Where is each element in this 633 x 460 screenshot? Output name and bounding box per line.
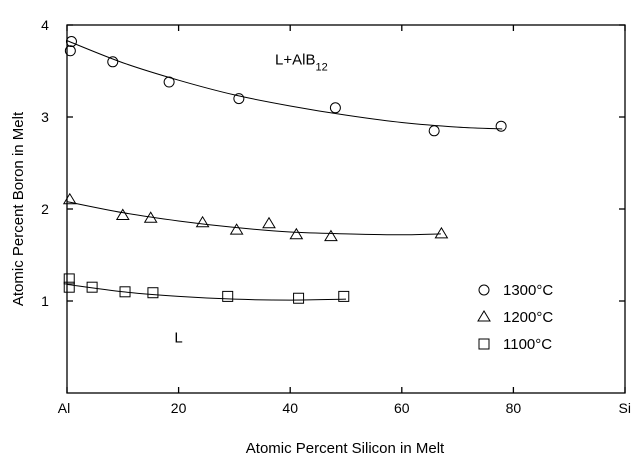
y-tick-label: 4 (41, 17, 49, 33)
triangle-marker (324, 229, 338, 242)
triangle-marker (262, 216, 276, 229)
square-marker (119, 286, 131, 298)
x-tick-label: 20 (171, 400, 187, 416)
legend-label: 1200°C (503, 309, 553, 326)
legend: 1300°C 1200°C 1100°C (477, 282, 553, 353)
circle-marker (495, 120, 507, 132)
circle-marker (329, 102, 341, 114)
y-tick-label: 3 (41, 109, 49, 125)
axis-ticks (66, 24, 626, 393)
legend-label: 1300°C (503, 282, 553, 299)
circle-marker (65, 36, 77, 48)
square-marker (222, 290, 234, 302)
square-marker (147, 287, 159, 299)
square-marker (63, 273, 75, 285)
triangle-marker (62, 192, 77, 205)
circle-marker (163, 76, 175, 88)
x-tick-label: Si (619, 400, 631, 416)
triangle-marker (229, 223, 244, 235)
y-axis-title: Atomic Percent Boron in Melt (10, 111, 27, 306)
triangle-marker (289, 227, 304, 240)
square-marker (293, 292, 305, 304)
circle-marker (107, 56, 119, 68)
x-tick-label: 80 (506, 400, 522, 416)
fit-curve-1 (66, 201, 441, 236)
x-tick-label: 40 (282, 400, 298, 416)
circle-marker (64, 45, 76, 57)
legend-label: 1100°C (503, 336, 552, 353)
triangle-marker (195, 215, 210, 228)
annotations: L+AlB12 L (174, 52, 327, 347)
square-marker (63, 281, 75, 293)
legend-circle-marker (478, 284, 490, 296)
circle-marker (428, 125, 440, 137)
y-tick-label: 1 (41, 293, 49, 309)
triangle-marker (115, 208, 130, 220)
x-axis-title: Atomic Percent Silicon in Melt (246, 440, 445, 457)
x-tick-label: 60 (394, 400, 410, 416)
annotation-label: L+AlB12 (275, 52, 328, 74)
square-marker (86, 281, 98, 293)
annotation-label: L (174, 329, 182, 346)
legend-square-marker (478, 338, 490, 350)
fit-curve-2 (66, 283, 347, 301)
circle-marker (233, 93, 245, 105)
data-markers (62, 36, 507, 304)
y-tick-label: 2 (41, 201, 49, 217)
x-tick-label: Al (58, 400, 70, 416)
annotation-subscript: 12 (315, 62, 327, 74)
legend-triangle-marker (477, 310, 491, 322)
square-marker (338, 290, 350, 302)
triangle-marker (143, 211, 158, 223)
triangle-marker (434, 226, 449, 239)
fit-curve-0 (66, 40, 503, 130)
fit-curves (66, 40, 503, 301)
